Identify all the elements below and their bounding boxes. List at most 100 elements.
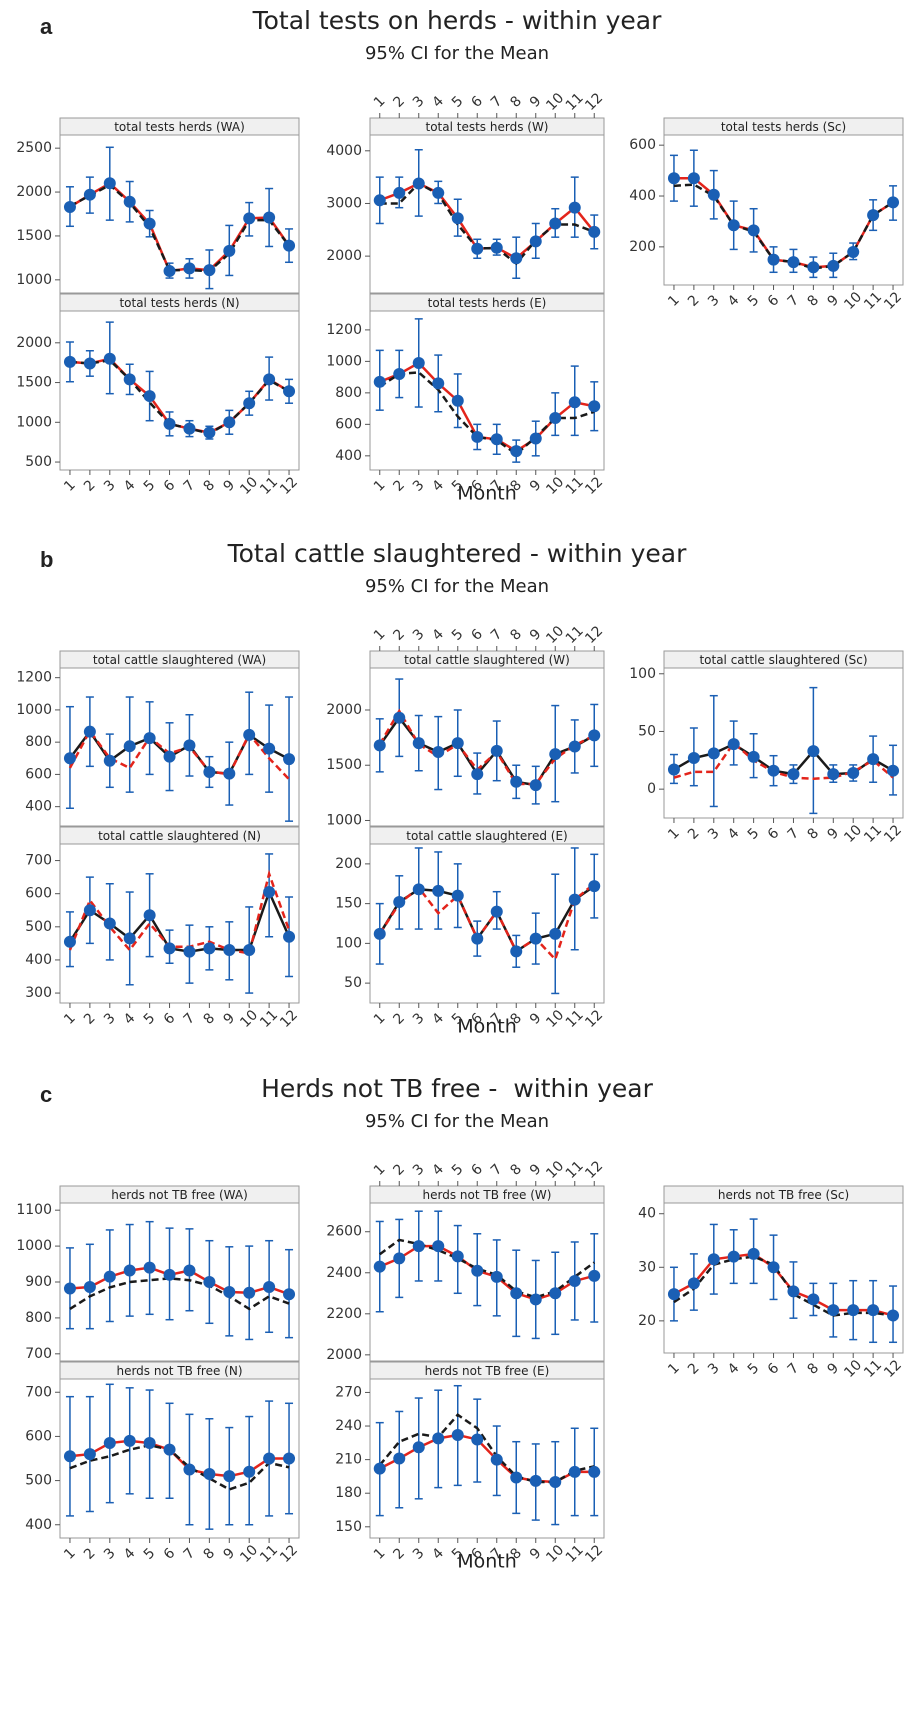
x-tick-label: 12 (881, 1357, 905, 1381)
x-tick-label: 2 (685, 825, 703, 843)
data-point (243, 1465, 256, 1478)
x-tick-label: 4 (429, 1545, 447, 1563)
x-tick-label: 12 (881, 822, 905, 846)
data-point (727, 1250, 740, 1263)
x-tick-label: 8 (201, 477, 219, 495)
data-point (203, 1276, 216, 1288)
data-point (807, 261, 820, 274)
y-tick-label: 20 (638, 1313, 656, 1329)
data-point (471, 1264, 484, 1277)
y-tick-label: 2200 (326, 1306, 362, 1322)
x-tick-label: 2 (685, 292, 703, 310)
data-point (471, 242, 484, 255)
data-point (243, 1286, 256, 1299)
y-tick-label: 2500 (16, 140, 52, 156)
x-tick-label: 4 (429, 93, 447, 111)
x-tick-label: 7 (181, 477, 199, 495)
data-point (143, 1261, 156, 1274)
y-tick-label: 1500 (16, 375, 52, 391)
x-tick-label: 6 (468, 626, 486, 644)
data-point (183, 1463, 196, 1476)
x-tick-label: 7 (488, 93, 506, 111)
panel-strip (59, 293, 300, 312)
x-tick-label: 4 (121, 477, 139, 495)
y-tick-label: 1500 (16, 228, 52, 244)
data-point (510, 252, 523, 265)
data-point (263, 211, 276, 224)
x-tick-label: 5 (449, 626, 467, 644)
x-tick-label: 2 (390, 93, 408, 111)
data-point (432, 1240, 445, 1253)
x-tick-label: 7 (785, 292, 803, 310)
data-point (263, 1281, 276, 1294)
data-point (123, 373, 136, 386)
y-tick-label: 400 (25, 1517, 52, 1533)
data-point (847, 245, 860, 258)
data-point (471, 932, 484, 945)
data-point (263, 1452, 276, 1465)
data-point (451, 394, 464, 407)
data-point (568, 893, 581, 906)
data-point (83, 188, 96, 201)
y-tick-label: 600 (25, 1428, 52, 1444)
data-point (568, 396, 581, 409)
x-tick-label: 12 (277, 474, 301, 498)
x-tick-label: 2 (81, 477, 99, 495)
x-tick-label: 3 (705, 292, 723, 310)
data-point (847, 1304, 860, 1317)
data-point (510, 1287, 523, 1300)
y-tick-label: 1000 (326, 353, 362, 369)
chart-subtitle: 95% CI for the Mean (365, 1111, 549, 1132)
x-tick-label: 2 (390, 626, 408, 644)
panel-frame (59, 843, 300, 1004)
chart-title: Total tests on herds - within year (252, 6, 663, 35)
x-tick-label: 5 (449, 93, 467, 111)
x-tick-label: 1 (371, 1545, 389, 1563)
data-point (103, 352, 116, 365)
x-tick-label: 4 (429, 1161, 447, 1179)
x-tick-label: 6 (161, 1010, 179, 1028)
x-tick-label: 9 (824, 825, 842, 843)
data-point (549, 1476, 562, 1489)
panel-strip (369, 117, 605, 136)
y-tick-label: 2600 (326, 1224, 362, 1240)
data-point (183, 945, 196, 958)
x-axis-label: Month (457, 483, 517, 505)
panel-frame (59, 310, 300, 471)
y-tick-label: 2000 (16, 184, 52, 200)
x-tick-label: 2 (81, 1010, 99, 1028)
y-tick-label: 100 (335, 935, 362, 951)
y-tick-label: 3000 (326, 195, 362, 211)
x-tick-label: 12 (582, 474, 606, 498)
data-point (412, 883, 425, 896)
data-point (887, 196, 900, 209)
data-point (451, 1428, 464, 1441)
data-point (163, 1443, 176, 1456)
x-tick-label: 8 (805, 1360, 823, 1378)
panel-strip (59, 1361, 300, 1380)
x-tick-label: 4 (725, 1360, 743, 1378)
y-tick-label: 1200 (326, 322, 362, 338)
x-tick-label: 12 (582, 1158, 606, 1182)
panel-frame (663, 667, 904, 819)
data-point (432, 1432, 445, 1445)
series-line (378, 1413, 595, 1484)
data-point (529, 432, 542, 445)
y-tick-label: 2000 (326, 248, 362, 264)
data-point (490, 905, 503, 918)
x-tick-label: 6 (468, 1161, 486, 1179)
y-tick-label: 800 (25, 734, 52, 750)
data-point (123, 1434, 136, 1447)
x-tick-label: 5 (449, 1161, 467, 1179)
data-point (707, 747, 720, 760)
data-point (83, 357, 96, 370)
data-point (143, 1437, 156, 1450)
panel-strip (59, 1185, 300, 1204)
x-tick-label: 7 (785, 1360, 803, 1378)
data-point (568, 1465, 581, 1478)
data-point (490, 1270, 503, 1283)
x-tick-label: 12 (881, 289, 905, 313)
data-point (432, 884, 445, 897)
data-point (867, 1304, 880, 1317)
data-point (63, 1282, 76, 1295)
